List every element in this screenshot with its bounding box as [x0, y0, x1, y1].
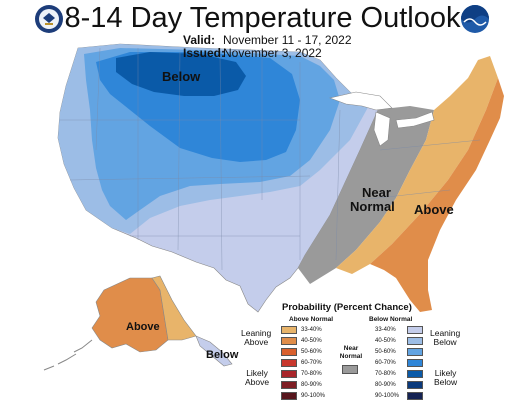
map-label-above-alaska: Above: [126, 321, 160, 333]
noaa-logo-icon: [460, 4, 490, 34]
issued-label: Issued:: [183, 46, 226, 60]
legend-above-swatch-6: [281, 392, 297, 400]
legend-below-range-5: 80-90%: [375, 382, 396, 388]
alaska-above-40-50-region: [91, 277, 169, 353]
legend-above-range-2: 50-60%: [301, 349, 322, 355]
legend-likely-below-line1: Likely: [434, 368, 457, 378]
legend-leaning-above: Leaning Above: [241, 329, 271, 347]
issued-value: November 3, 2022: [223, 46, 322, 60]
legend-above-swatch-2: [281, 348, 297, 356]
noaa-commerce-seal-icon: [34, 4, 64, 34]
legend-above-swatch-0: [281, 326, 297, 334]
legend-above-range-1: 40-50%: [301, 338, 322, 344]
legend-near-normal-label: Near Normal: [336, 345, 366, 361]
legend-above-range-4: 70-80%: [301, 371, 322, 377]
legend-above-range-3: 60-70%: [301, 360, 322, 366]
legend-likely-above-line1: Likely: [246, 368, 268, 378]
probability-legend: Probability (Percent Chance) Above Norma…: [239, 302, 523, 405]
map-label-near-normal-line1: Near: [362, 185, 391, 200]
legend-below-swatch-3: [407, 359, 423, 367]
date-block: Valid: November 11 - 17, 2022 Issued:Nove…: [183, 34, 352, 60]
legend-below-swatch-2: [407, 348, 423, 356]
legend-above-swatch-4: [281, 370, 297, 378]
legend-near-normal-swatch: [342, 365, 358, 374]
legend-above-swatch-3: [281, 359, 297, 367]
legend-above-range-6: 90-100%: [301, 393, 326, 399]
conus-above-40-50-region: [370, 78, 504, 312]
legend-leaning-above-line2: Above: [244, 337, 269, 347]
legend-above-header: Above Normal: [289, 316, 334, 323]
legend-above-swatch-5: [281, 381, 297, 389]
page-title: 8-14 Day Temperature Outlook: [64, 2, 461, 34]
legend-leaning-above-line1: Leaning: [241, 328, 272, 338]
legend-below-range-4: 70-80%: [375, 371, 396, 377]
legend-above-range-5: 80-90%: [301, 382, 322, 388]
valid-value: November 11 - 17, 2022: [223, 33, 352, 47]
conus-above-33-40-region: [336, 56, 498, 274]
valid-label: Valid:: [183, 33, 216, 47]
legend-below-range-2: 50-60%: [375, 349, 396, 355]
alaska-panhandle-below-region: [195, 335, 233, 367]
map-label-near-normal-line2: Normal: [350, 199, 395, 214]
legend-likely-below-line2: Below: [434, 377, 458, 387]
legend-leaning-below: Leaning Below: [430, 329, 460, 347]
alaska-aleutians: [43, 339, 93, 371]
issued-row: Issued:November 3, 2022: [183, 47, 352, 60]
legend-below-range-0: 33-40%: [375, 327, 396, 333]
legend-below-header: Below Normal: [369, 316, 413, 323]
legend-below-range-1: 40-50%: [375, 338, 396, 344]
valid-row: Valid: November 11 - 17, 2022: [183, 34, 352, 47]
legend-below-swatch-0: [407, 326, 423, 334]
legend-near-normal-line1: Near: [343, 345, 359, 352]
legend-below-swatch-1: [407, 337, 423, 345]
legend-likely-below: Likely Below: [434, 369, 457, 387]
legend-below-range-3: 60-70%: [375, 360, 396, 366]
legend-near-normal-line2: Normal: [339, 353, 363, 360]
legend-likely-above: Likely Above: [245, 369, 269, 387]
legend-above-range-0: 33-40%: [301, 327, 322, 333]
map-label-above-east: Above: [414, 202, 454, 217]
legend-below-swatch-4: [407, 370, 423, 378]
map-label-below-alaska: Below: [206, 349, 239, 361]
conus-near-normal-region: [298, 100, 434, 284]
legend-above-swatch-1: [281, 337, 297, 345]
state-boundaries: [60, 47, 481, 271]
legend-below-range-6: 90-100%: [375, 393, 400, 399]
map-label-below-north: Below: [162, 69, 201, 84]
legend-title: Probability (Percent Chance): [282, 302, 412, 313]
legend-below-swatch-5: [407, 381, 423, 389]
conus-below-70-80-region: [116, 52, 246, 96]
legend-leaning-below-line1: Leaning: [430, 328, 461, 338]
legend-leaning-below-line2: Below: [433, 337, 457, 347]
great-lakes: [328, 91, 435, 147]
legend-likely-above-line2: Above: [245, 377, 270, 387]
legend-below-swatch-6: [407, 392, 423, 400]
